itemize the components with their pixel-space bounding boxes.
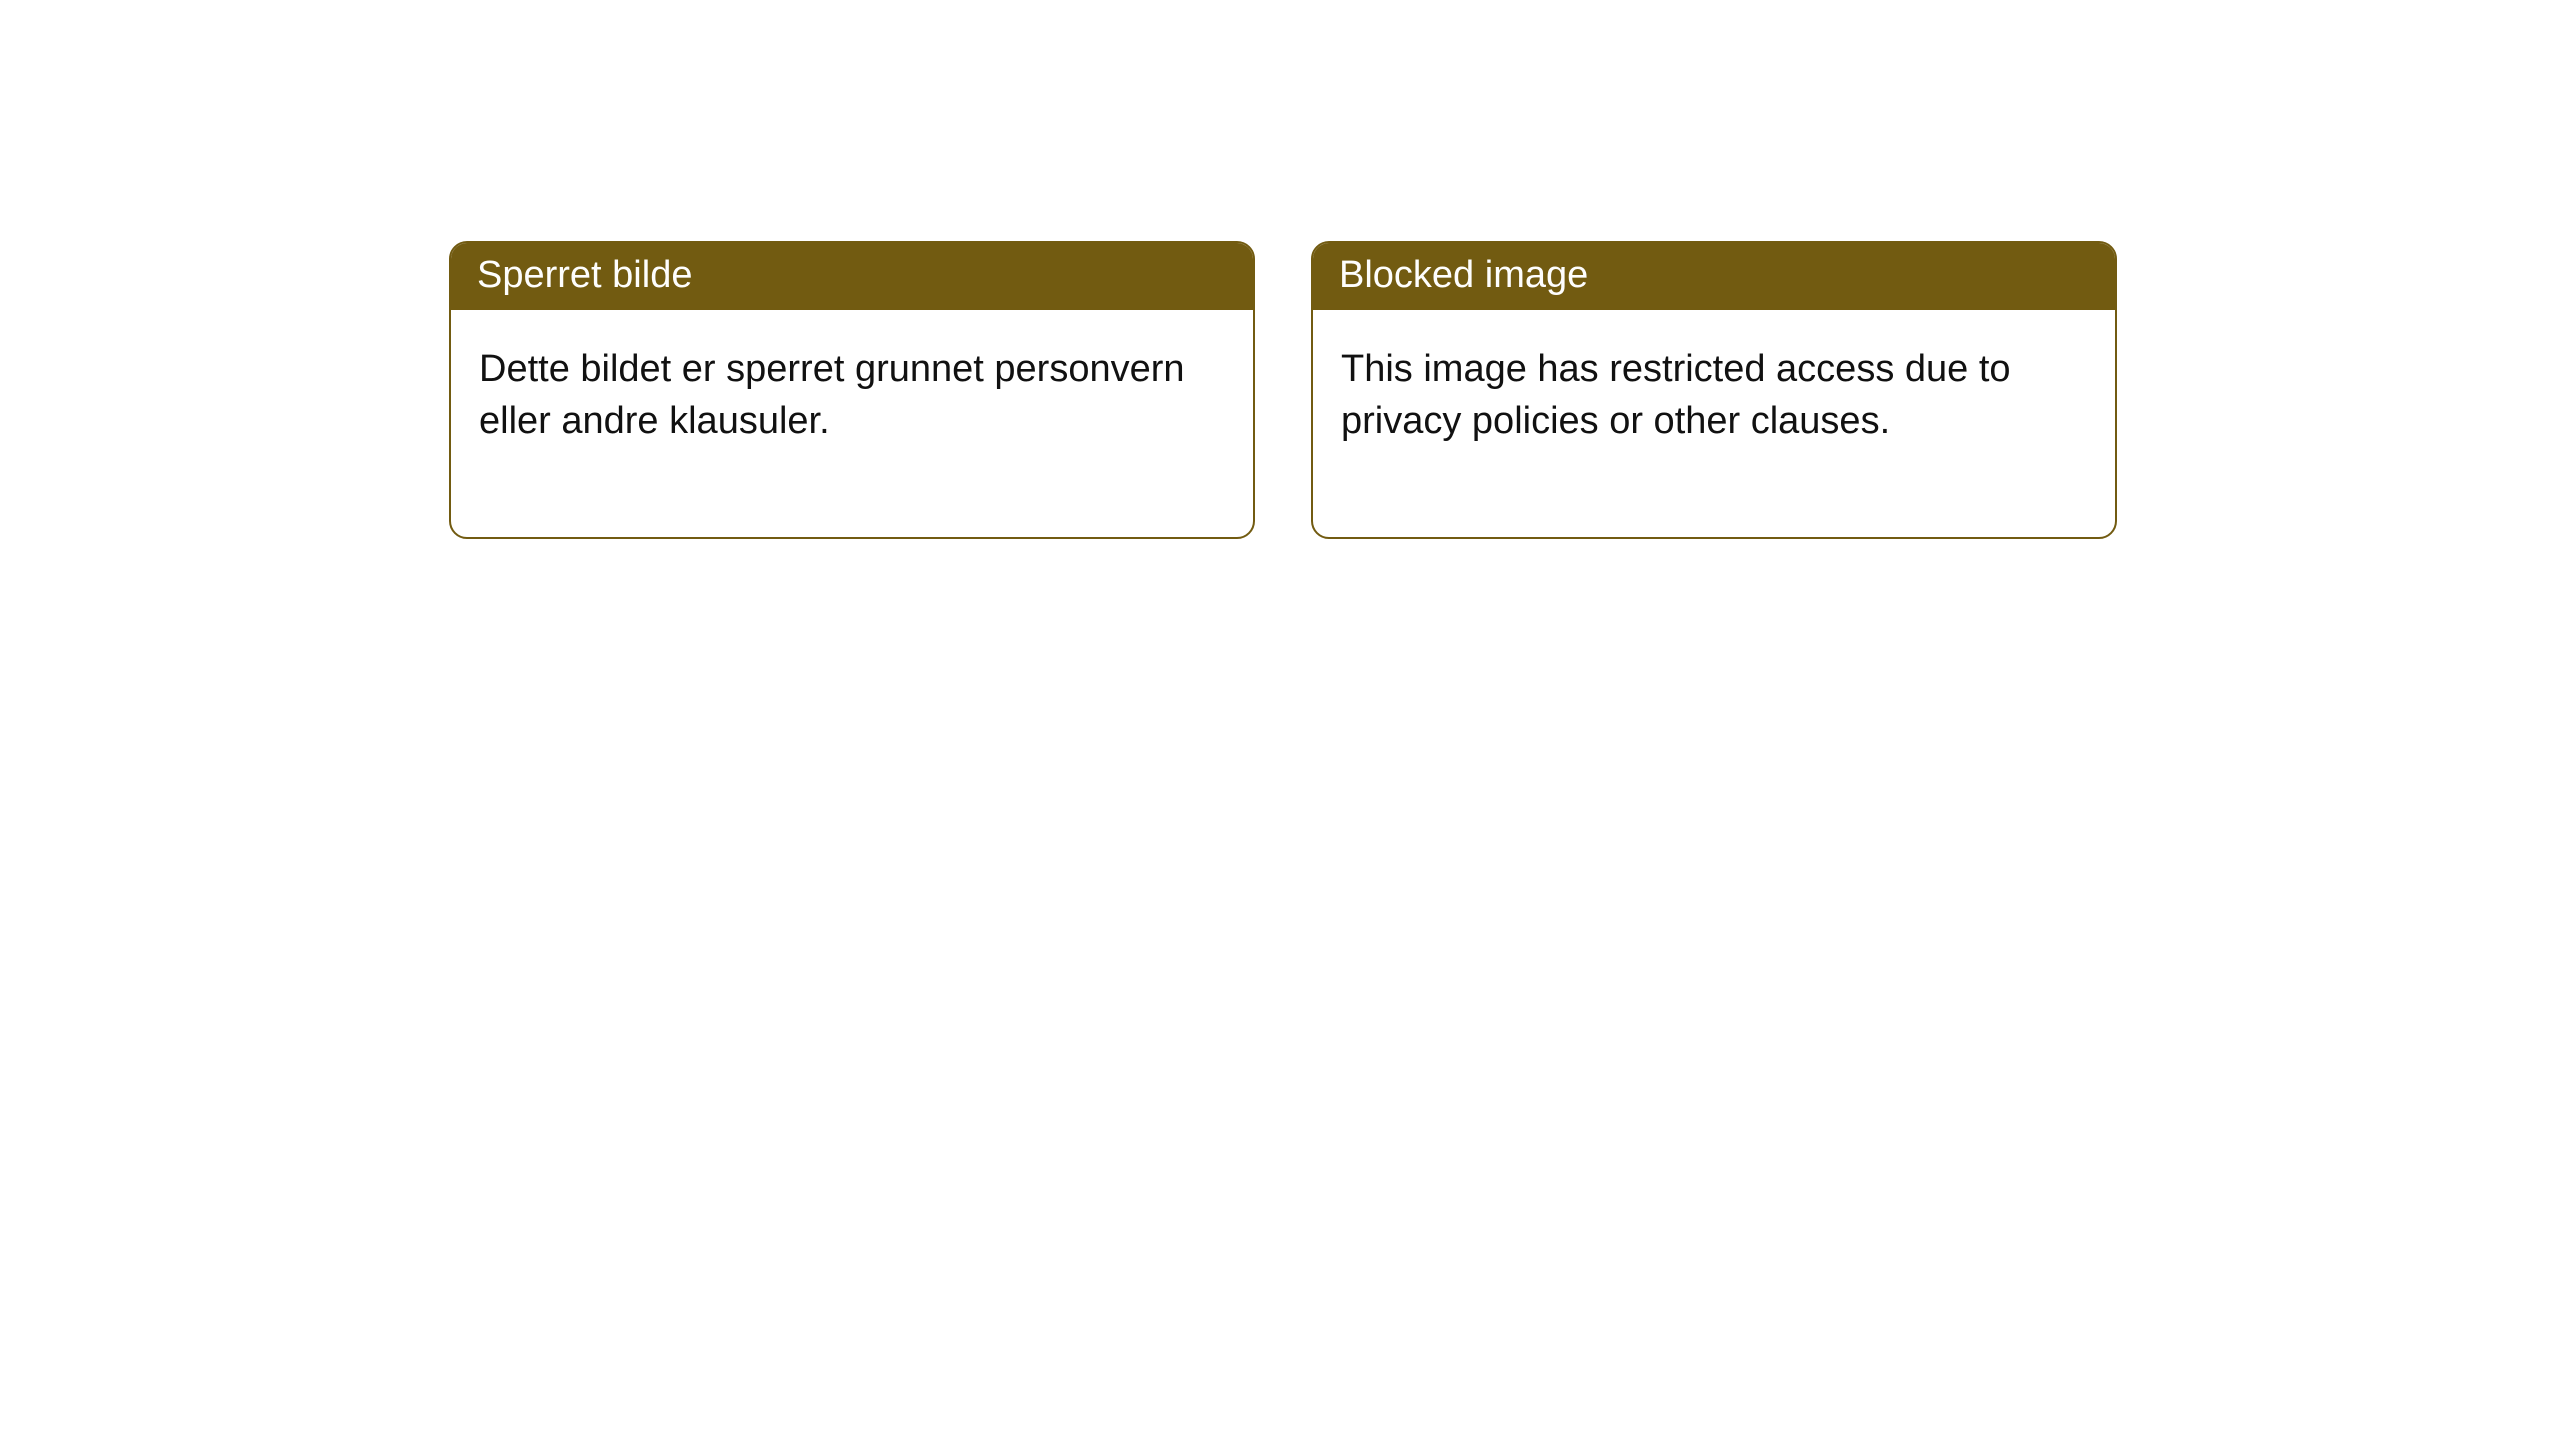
notice-container: Sperret bilde Dette bildet er sperret gr…	[0, 0, 2560, 539]
notice-body-english: This image has restricted access due to …	[1313, 310, 2115, 537]
notice-header-norwegian: Sperret bilde	[451, 243, 1253, 310]
notice-card-english: Blocked image This image has restricted …	[1311, 241, 2117, 539]
notice-card-norwegian: Sperret bilde Dette bildet er sperret gr…	[449, 241, 1255, 539]
notice-body-norwegian: Dette bildet er sperret grunnet personve…	[451, 310, 1253, 537]
notice-header-english: Blocked image	[1313, 243, 2115, 310]
